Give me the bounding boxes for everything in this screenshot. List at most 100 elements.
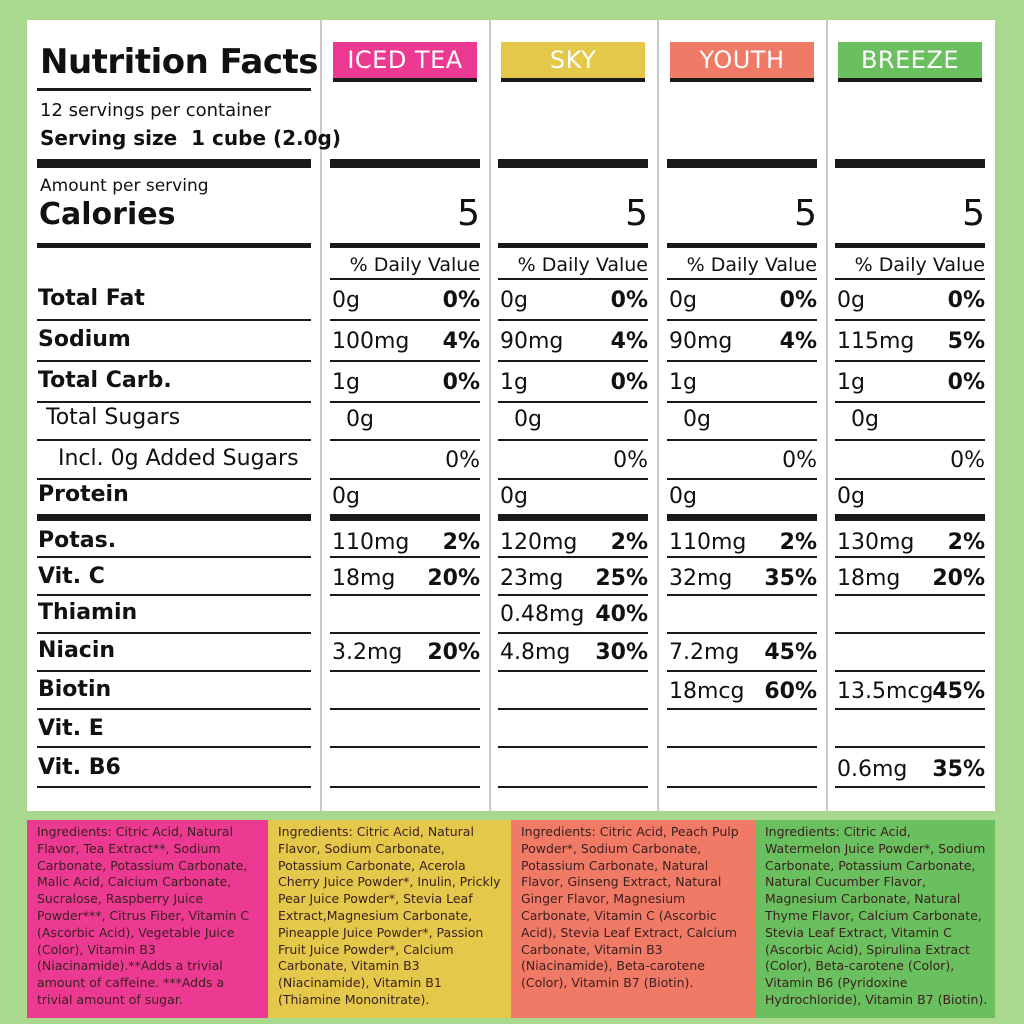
row-rule xyxy=(498,786,648,788)
row-rule xyxy=(37,401,311,403)
row-label: Protein xyxy=(38,482,129,507)
nutrient-amount: 0g xyxy=(851,407,879,432)
daily-value-rule xyxy=(498,278,648,280)
nutrient-daily-value: 0% xyxy=(947,370,985,395)
nutrient-amount: 115mg xyxy=(837,329,915,354)
calories-rule xyxy=(330,243,480,248)
row-rule xyxy=(835,632,985,634)
nutrient-amount: 100mg xyxy=(332,329,410,354)
row-rule xyxy=(835,556,985,558)
row-rule xyxy=(330,360,480,362)
row-rule xyxy=(37,556,311,558)
calories-rule xyxy=(498,243,648,248)
row-rule xyxy=(498,746,648,748)
row-rule xyxy=(498,556,648,558)
nutrient-amount: 0g xyxy=(332,484,360,509)
row-rule xyxy=(667,401,817,403)
product-name-badge: SKY xyxy=(501,42,645,82)
calories-value: 5 xyxy=(962,193,985,234)
row-label: Sodium xyxy=(38,327,131,352)
calories-label: Calories xyxy=(39,197,176,232)
nutrient-amount: 0g xyxy=(500,288,528,313)
nutrient-daily-value: 20% xyxy=(932,566,985,591)
nutrient-amount: 0g xyxy=(346,407,374,432)
row-rule xyxy=(498,632,648,634)
nutrient-daily-value: 0% xyxy=(613,448,648,473)
serving-size-value: 1 cube (2.0g) xyxy=(191,126,341,150)
nutrient-amount: 4.8mg xyxy=(500,640,571,665)
nutrition-panel xyxy=(27,20,995,811)
ingredients-text: Ingredients: Citric Acid, Peach Pulp Pow… xyxy=(511,820,755,1018)
nutrient-daily-value: 0% xyxy=(782,448,817,473)
serving-size: Serving size 1 cube (2.0g) xyxy=(40,126,341,150)
row-rule xyxy=(330,478,480,480)
row-rule xyxy=(835,594,985,596)
nutrient-daily-value: 4% xyxy=(442,329,480,354)
column-divider xyxy=(489,20,491,811)
daily-value-rule xyxy=(667,278,817,280)
thick-rule xyxy=(330,514,480,521)
row-rule xyxy=(37,439,311,441)
row-rule xyxy=(37,632,311,634)
row-rule xyxy=(835,319,985,321)
ingredients-text: Ingredients: Citric Acid, Natural Flavor… xyxy=(27,820,268,1018)
nutrient-amount: 110mg xyxy=(332,530,410,555)
nutrient-daily-value: 45% xyxy=(932,679,985,704)
row-rule xyxy=(667,556,817,558)
row-rule xyxy=(37,786,311,788)
nutrient-daily-value: 2% xyxy=(779,530,817,555)
row-rule xyxy=(667,319,817,321)
nutrient-daily-value: 0% xyxy=(610,288,648,313)
nutrient-daily-value: 0% xyxy=(442,370,480,395)
nutrient-daily-value: 60% xyxy=(764,679,817,704)
row-label: Potas. xyxy=(38,528,117,553)
row-label: Incl. 0g Added Sugars xyxy=(58,446,299,471)
row-rule xyxy=(835,670,985,672)
row-rule xyxy=(498,594,648,596)
thick-rule-top xyxy=(667,159,817,168)
calories-rule xyxy=(835,243,985,248)
row-label: Vit. E xyxy=(38,716,104,741)
thick-rule-top xyxy=(498,159,648,168)
nutrient-daily-value: 40% xyxy=(595,602,648,627)
thick-rule-top xyxy=(835,159,985,168)
nutrient-amount: 0.48mg xyxy=(500,602,585,627)
row-rule xyxy=(667,360,817,362)
row-rule xyxy=(498,478,648,480)
nutrient-amount: 90mg xyxy=(669,329,733,354)
row-label: Total Fat xyxy=(38,286,145,311)
product-name-badge: YOUTH xyxy=(670,42,814,82)
row-rule xyxy=(835,360,985,362)
nutrient-amount: 7.2mg xyxy=(669,640,740,665)
row-label: Vit. C xyxy=(38,564,105,589)
nutrient-amount: 0g xyxy=(500,484,528,509)
nutrient-daily-value: 4% xyxy=(779,329,817,354)
row-rule xyxy=(37,746,311,748)
calories-value: 5 xyxy=(457,193,480,234)
row-rule xyxy=(667,594,817,596)
row-rule xyxy=(37,360,311,362)
row-rule xyxy=(330,786,480,788)
row-rule xyxy=(330,708,480,710)
nutrient-amount: 90mg xyxy=(500,329,564,354)
row-label: Thiamin xyxy=(38,600,138,625)
nutrient-amount: 130mg xyxy=(837,530,915,555)
row-rule xyxy=(835,478,985,480)
column-divider xyxy=(826,20,828,811)
row-label: Niacin xyxy=(38,638,116,663)
row-rule xyxy=(667,439,817,441)
row-label: Total Carb. xyxy=(38,368,172,393)
nutrient-amount: 1g xyxy=(837,370,865,395)
nutrient-amount: 1g xyxy=(669,370,697,395)
servings-per-container: 12 servings per container xyxy=(40,100,271,121)
nutrient-amount: 13.5mcg xyxy=(837,679,934,704)
nutrient-daily-value: 4% xyxy=(610,329,648,354)
thick-rule xyxy=(37,514,311,521)
thick-rule xyxy=(498,514,648,521)
row-rule xyxy=(330,670,480,672)
nutrient-amount: 18mg xyxy=(837,566,901,591)
nutrient-amount: 18mcg xyxy=(669,679,745,704)
thick-rule xyxy=(667,514,817,521)
row-rule xyxy=(330,632,480,634)
nutrient-amount: 18mg xyxy=(332,566,396,591)
